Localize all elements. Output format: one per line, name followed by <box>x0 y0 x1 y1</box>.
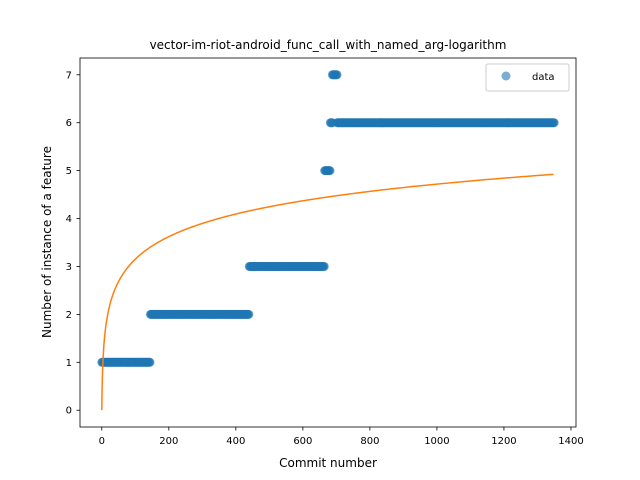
data-point <box>549 118 559 128</box>
y-axis-label: Number of instance of a feature <box>40 146 54 338</box>
y-tick-label: 1 <box>66 358 72 369</box>
data-point <box>319 261 329 271</box>
legend-label-data: data <box>532 72 555 83</box>
x-tick-label: 600 <box>293 436 312 447</box>
data-point <box>244 309 254 319</box>
y-axis-ticks: 0 1 2 3 4 5 6 7 <box>66 70 80 417</box>
data-point <box>332 70 342 80</box>
data-point <box>325 166 335 176</box>
y-tick-label: 3 <box>66 262 72 273</box>
plot-area <box>79 57 577 428</box>
x-tick-label: 1000 <box>424 436 449 447</box>
x-axis-label: Commit number <box>279 456 377 470</box>
x-tick-label: 400 <box>226 436 245 447</box>
axes-frame <box>79 57 577 428</box>
y-tick-label: 0 <box>66 406 72 417</box>
y-tick-label: 4 <box>66 214 72 225</box>
series-data-points <box>97 70 559 367</box>
legend-box <box>485 63 570 92</box>
x-tick-label: 1400 <box>558 436 583 447</box>
x-tick-label: 200 <box>159 436 178 447</box>
x-tick-label: 0 <box>99 436 105 447</box>
y-tick-label: 6 <box>66 118 72 129</box>
x-tick-label: 1200 <box>491 436 516 447</box>
legend: data <box>485 63 570 92</box>
legend-marker-data <box>501 71 511 81</box>
x-tick-label: 800 <box>360 436 379 447</box>
data-point <box>145 357 155 367</box>
chart-title: vector-im-riot-android_func_call_with_na… <box>150 38 507 52</box>
y-tick-label: 5 <box>66 166 72 177</box>
y-tick-label: 7 <box>66 70 72 81</box>
x-axis-ticks: 0 200 400 600 800 1000 1200 1400 <box>99 427 584 447</box>
y-tick-label: 2 <box>66 310 72 321</box>
fit-line <box>101 173 554 411</box>
